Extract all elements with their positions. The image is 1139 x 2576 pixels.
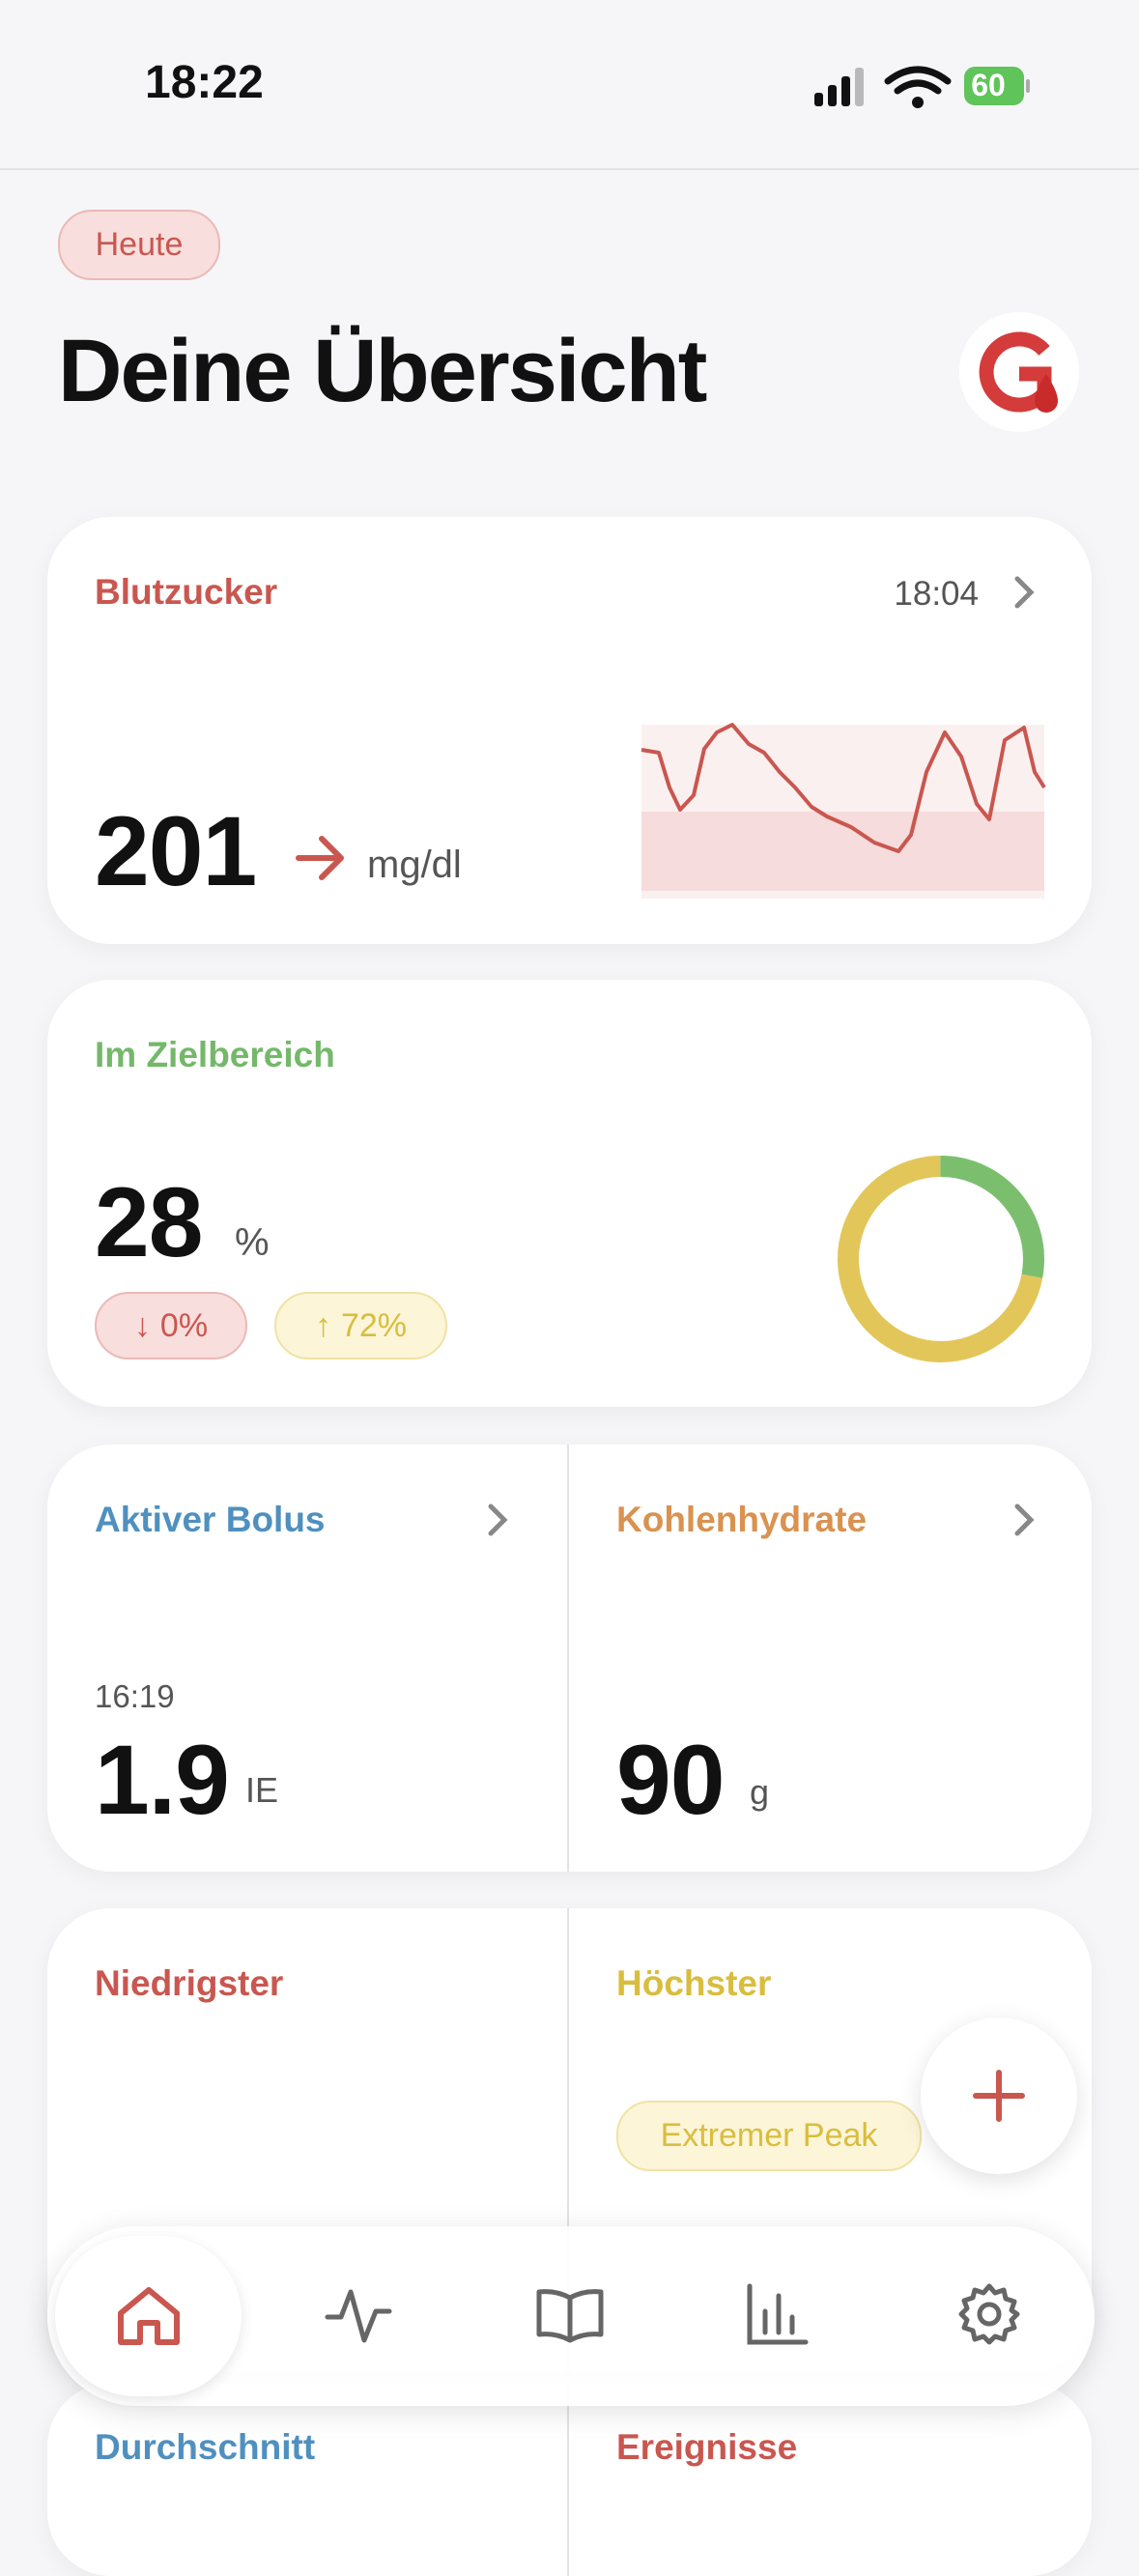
tab-home-active[interactable]: [55, 2236, 242, 2396]
donut-segment: [838, 1156, 1044, 1362]
card-title: Blutzucker: [95, 572, 278, 612]
avg-events-card: Durchschnitt Ereignisse: [47, 2383, 1092, 2576]
divider: [567, 2383, 569, 2576]
tab-statistics[interactable]: [746, 2282, 810, 2346]
bolus-carbs-card: Aktiver Bolus 16:19 1.9 IE Kohlenhydrate…: [47, 1445, 1092, 1872]
card-title: Durchschnitt: [95, 2427, 316, 2467]
tab-trends[interactable]: [325, 2284, 393, 2348]
in-range-unit: %: [235, 1221, 270, 1264]
peak-badge: Extremer Peak: [616, 2101, 922, 2171]
peak-badge-text: Extremer Peak: [660, 2117, 878, 2154]
high-pill: ↑ 72%: [274, 1292, 447, 1360]
range-donut: [838, 1156, 1044, 1362]
status-time: 18:22: [145, 57, 264, 108]
battery-level: 60: [971, 68, 1006, 102]
status-divider: [0, 168, 1139, 170]
glucose-unit: mg/dl: [367, 844, 462, 886]
page: Übersicht {"status_bar":{"time":"18:22",…: [0, 57, 1139, 2576]
arrow: ↓: [133, 1306, 151, 1344]
screen: 18:22 60 Heute Deine Übersicht Blutzucke…: [0, 57, 1139, 2576]
high-percent: 72%: [340, 1306, 408, 1344]
carbs-value: 90: [616, 1725, 725, 1835]
chevron: [1014, 1503, 1035, 1536]
app-logo[interactable]: [959, 312, 1079, 432]
glucose-value: 201: [95, 796, 257, 906]
bolus-time: 16:19: [95, 1678, 175, 1714]
arrow: ↑: [314, 1306, 331, 1344]
carbs-unit: g: [750, 1772, 770, 1812]
add-button[interactable]: [921, 2018, 1077, 2174]
in-range-value: 28: [95, 1167, 203, 1277]
page-title: Deine Übersicht: [58, 322, 707, 420]
card-title: Im Zielbereich: [95, 1035, 335, 1074]
tab-settings[interactable]: [957, 2282, 1021, 2346]
home-icon: [118, 2287, 180, 2345]
today-badge[interactable]: Heute: [58, 210, 220, 280]
low-pill: ↓ 0%: [95, 1292, 247, 1360]
card-title: Niedrigster: [95, 1963, 284, 2003]
donut-segment: [838, 1156, 1044, 1362]
card-title: Höchster: [616, 1963, 772, 2003]
trend-arrow: [296, 836, 344, 880]
glucose-sparkline: [641, 723, 1046, 899]
card-title: Ereignisse: [616, 2427, 798, 2467]
tab-bar: [47, 2226, 1095, 2406]
glucose-time: 18:04: [894, 575, 979, 613]
plus-icon: [973, 2070, 1025, 2122]
glucose-card[interactable]: Blutzucker 18:04 201 mg/dl: [47, 517, 1092, 944]
bolus-unit: IE: [245, 1770, 279, 1810]
low-percent: 0%: [159, 1306, 209, 1344]
chevron: [1014, 576, 1035, 609]
bolus-value: 1.9: [95, 1725, 230, 1835]
today-badge-text: Heute: [95, 226, 184, 263]
divider: [567, 1445, 569, 1872]
card-title[interactable]: Aktiver Bolus: [95, 1500, 326, 1539]
card-title[interactable]: Kohlenhydrate: [616, 1500, 868, 1539]
in-range-card[interactable]: Im Zielbereich 28 % ↓ 0% ↑ 72%: [47, 980, 1092, 1407]
chevron: [488, 1503, 508, 1536]
tab-logbook[interactable]: [536, 2286, 604, 2344]
divider: [567, 1908, 569, 2372]
status-icons: [814, 66, 1030, 108]
